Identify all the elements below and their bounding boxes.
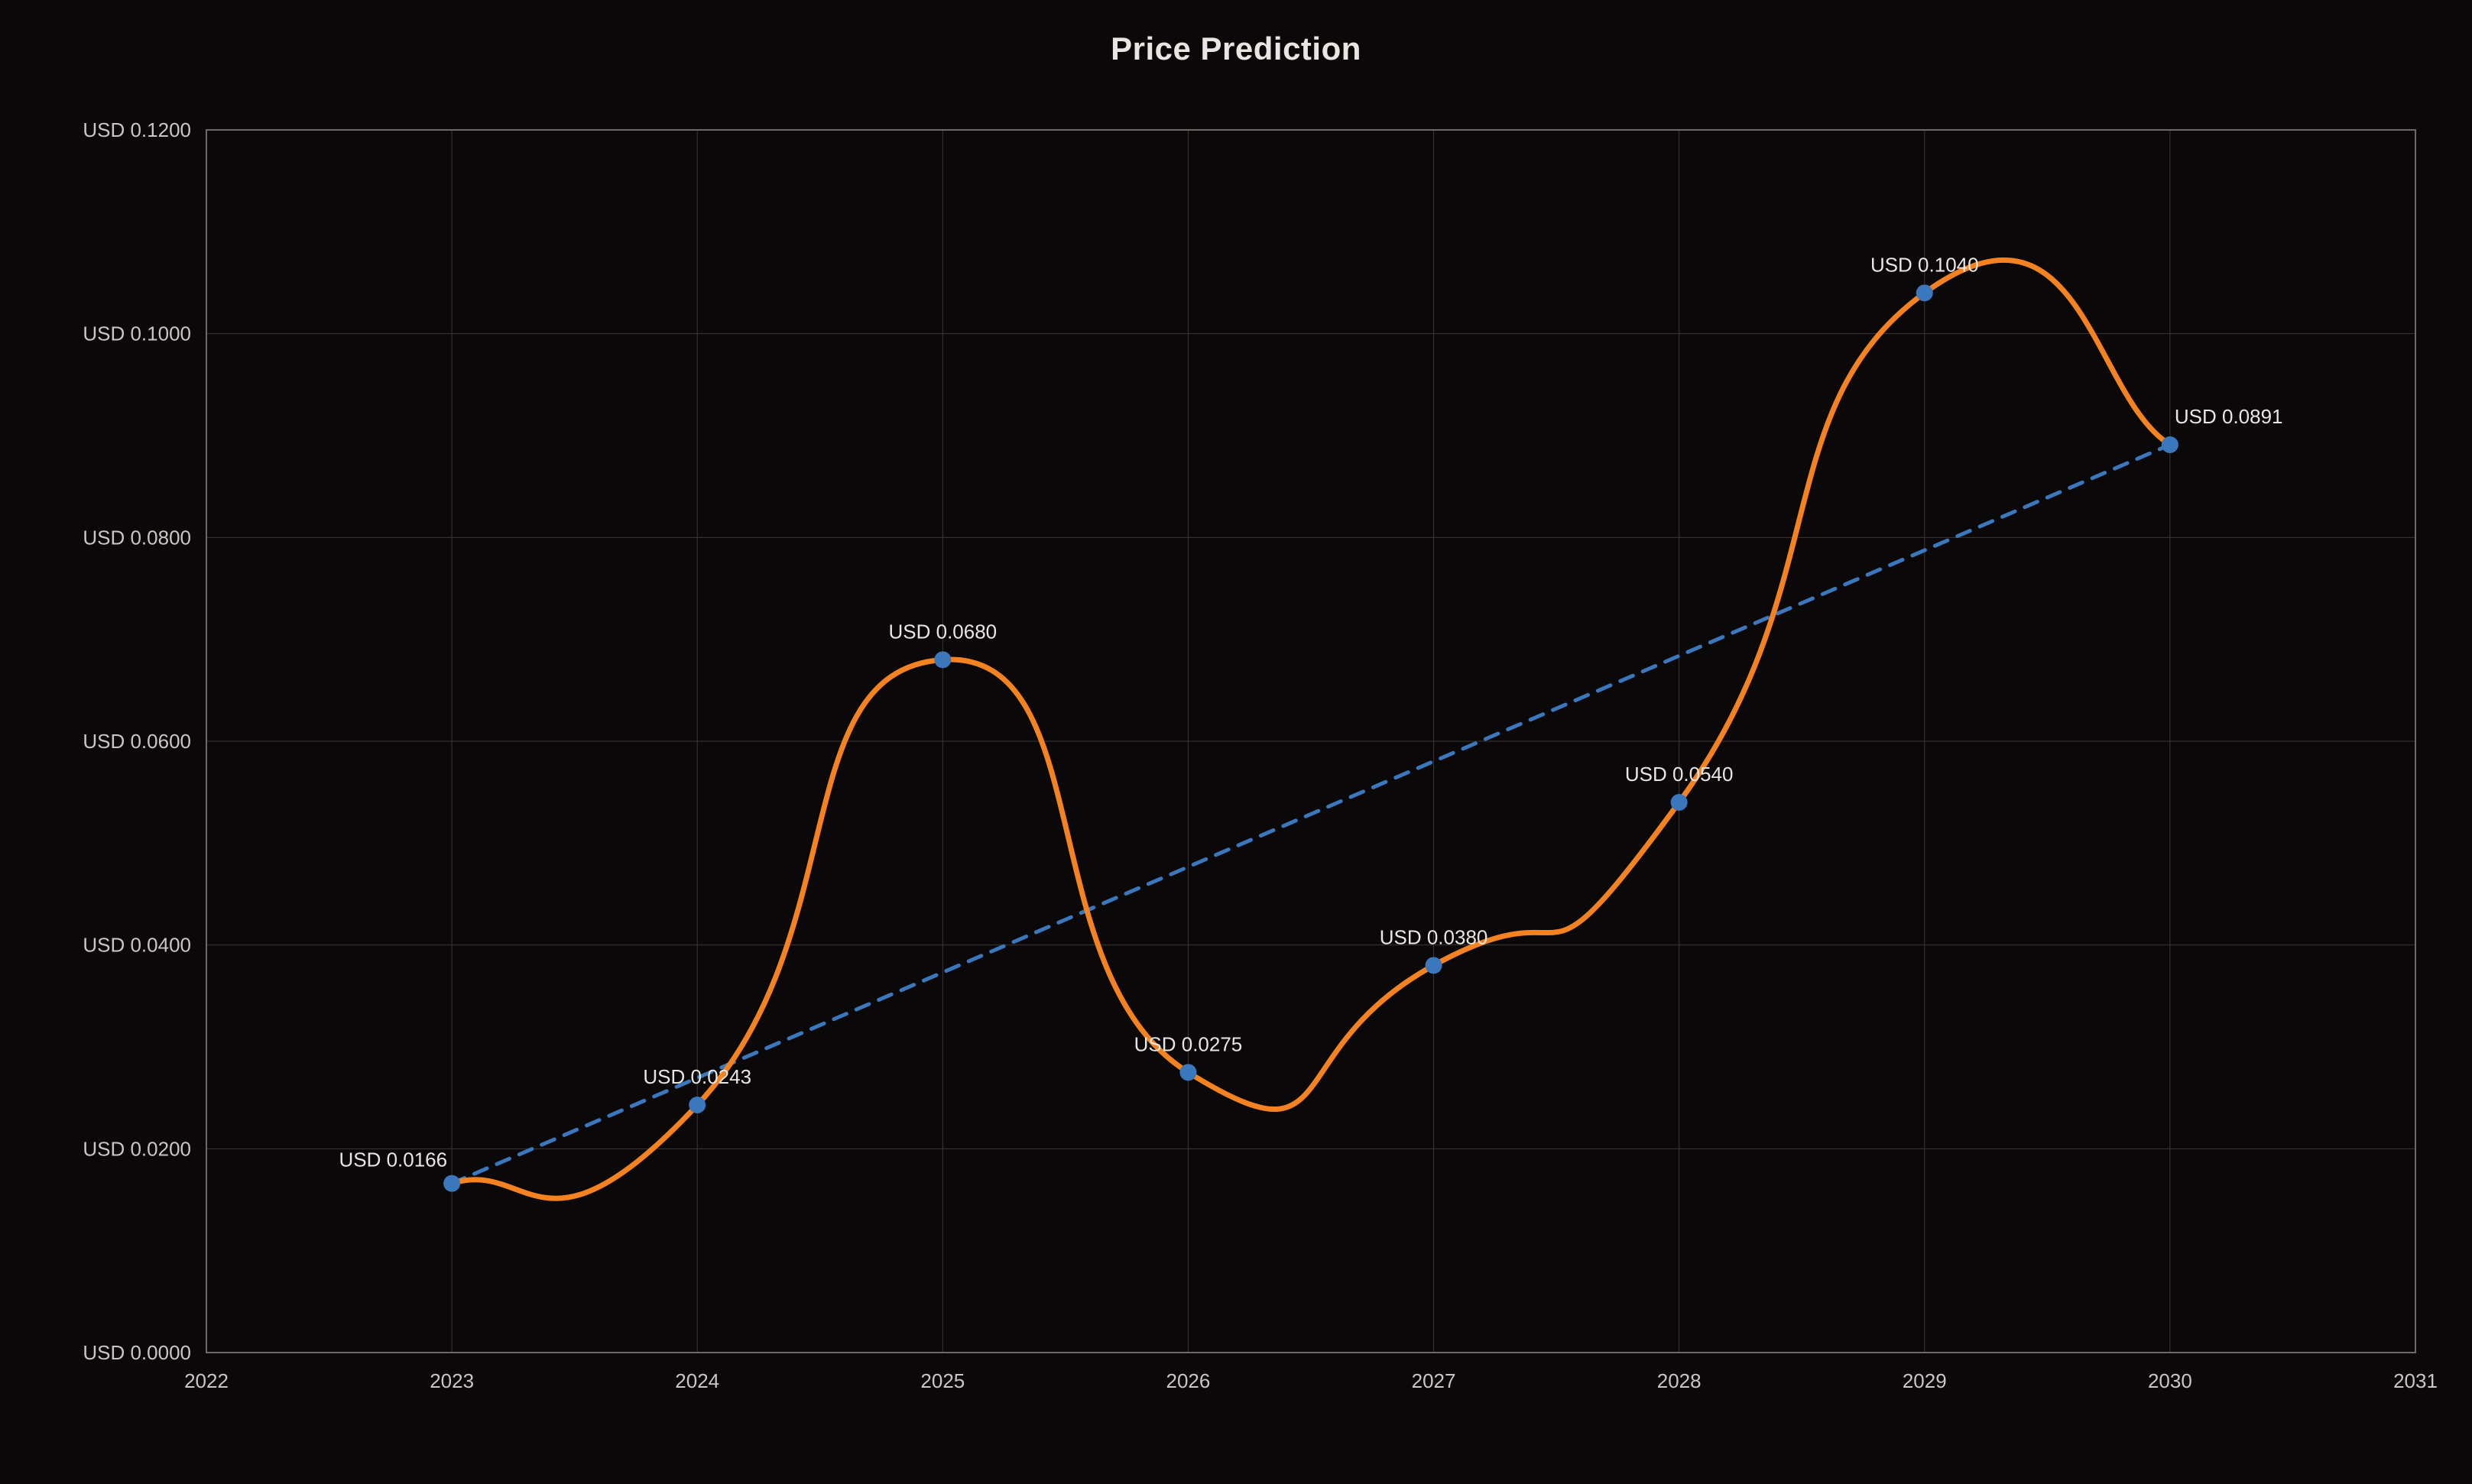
- y-axis-label: USD 0.0800: [83, 526, 191, 549]
- y-axis-label: USD 0.0200: [83, 1137, 191, 1160]
- data-label: USD 0.0680: [889, 620, 998, 643]
- data-label: USD 0.0540: [1625, 763, 1734, 786]
- y-axis-label: USD 0.1200: [83, 118, 191, 141]
- x-axis-label: 2026: [1166, 1369, 1211, 1392]
- y-axis-label: USD 0.0000: [83, 1341, 191, 1364]
- x-axis-label: 2031: [2393, 1369, 2438, 1392]
- chart-svg: USD 0.0000 USD 0.0200 USD 0.0400 USD 0.0600…: [0, 0, 2472, 1484]
- data-point: [1671, 794, 1688, 811]
- data-label: USD 0.0166: [339, 1149, 447, 1171]
- x-axis-label: 2023: [430, 1369, 474, 1392]
- data-point: [1916, 284, 1933, 301]
- data-label: USD 0.0380: [1380, 925, 1488, 948]
- data-point: [1426, 957, 1442, 974]
- x-axis-label: 2025: [920, 1369, 965, 1392]
- data-point: [2162, 436, 2178, 453]
- x-axis-label: 2029: [1903, 1369, 1947, 1392]
- price-prediction-chart: Price Prediction USD 0.0000USD 0.0200USD…: [0, 0, 2472, 1484]
- data-point: [689, 1097, 706, 1113]
- data-label: USD 0.0243: [643, 1065, 751, 1088]
- chart-background: [0, 0, 2472, 1484]
- data-label: USD 0.1040: [1870, 253, 1979, 276]
- chart-title: Price Prediction: [0, 31, 2472, 67]
- x-axis-label: 2024: [675, 1369, 719, 1392]
- x-axis-label: 2027: [1412, 1369, 1456, 1392]
- data-point: [934, 651, 951, 668]
- y-axis-label: USD 0.0600: [83, 730, 191, 753]
- y-axis-label: USD 0.1000: [83, 322, 191, 345]
- data-label: USD 0.0891: [2175, 405, 2283, 428]
- data-label: USD 0.0275: [1134, 1032, 1243, 1055]
- data-point: [443, 1175, 460, 1192]
- x-axis-label: 2028: [1657, 1369, 1702, 1392]
- x-axis-label: 2030: [2148, 1369, 2192, 1392]
- x-axis-label: 2022: [184, 1369, 229, 1392]
- data-point: [1179, 1064, 1196, 1081]
- y-axis-label: USD 0.0400: [83, 934, 191, 957]
